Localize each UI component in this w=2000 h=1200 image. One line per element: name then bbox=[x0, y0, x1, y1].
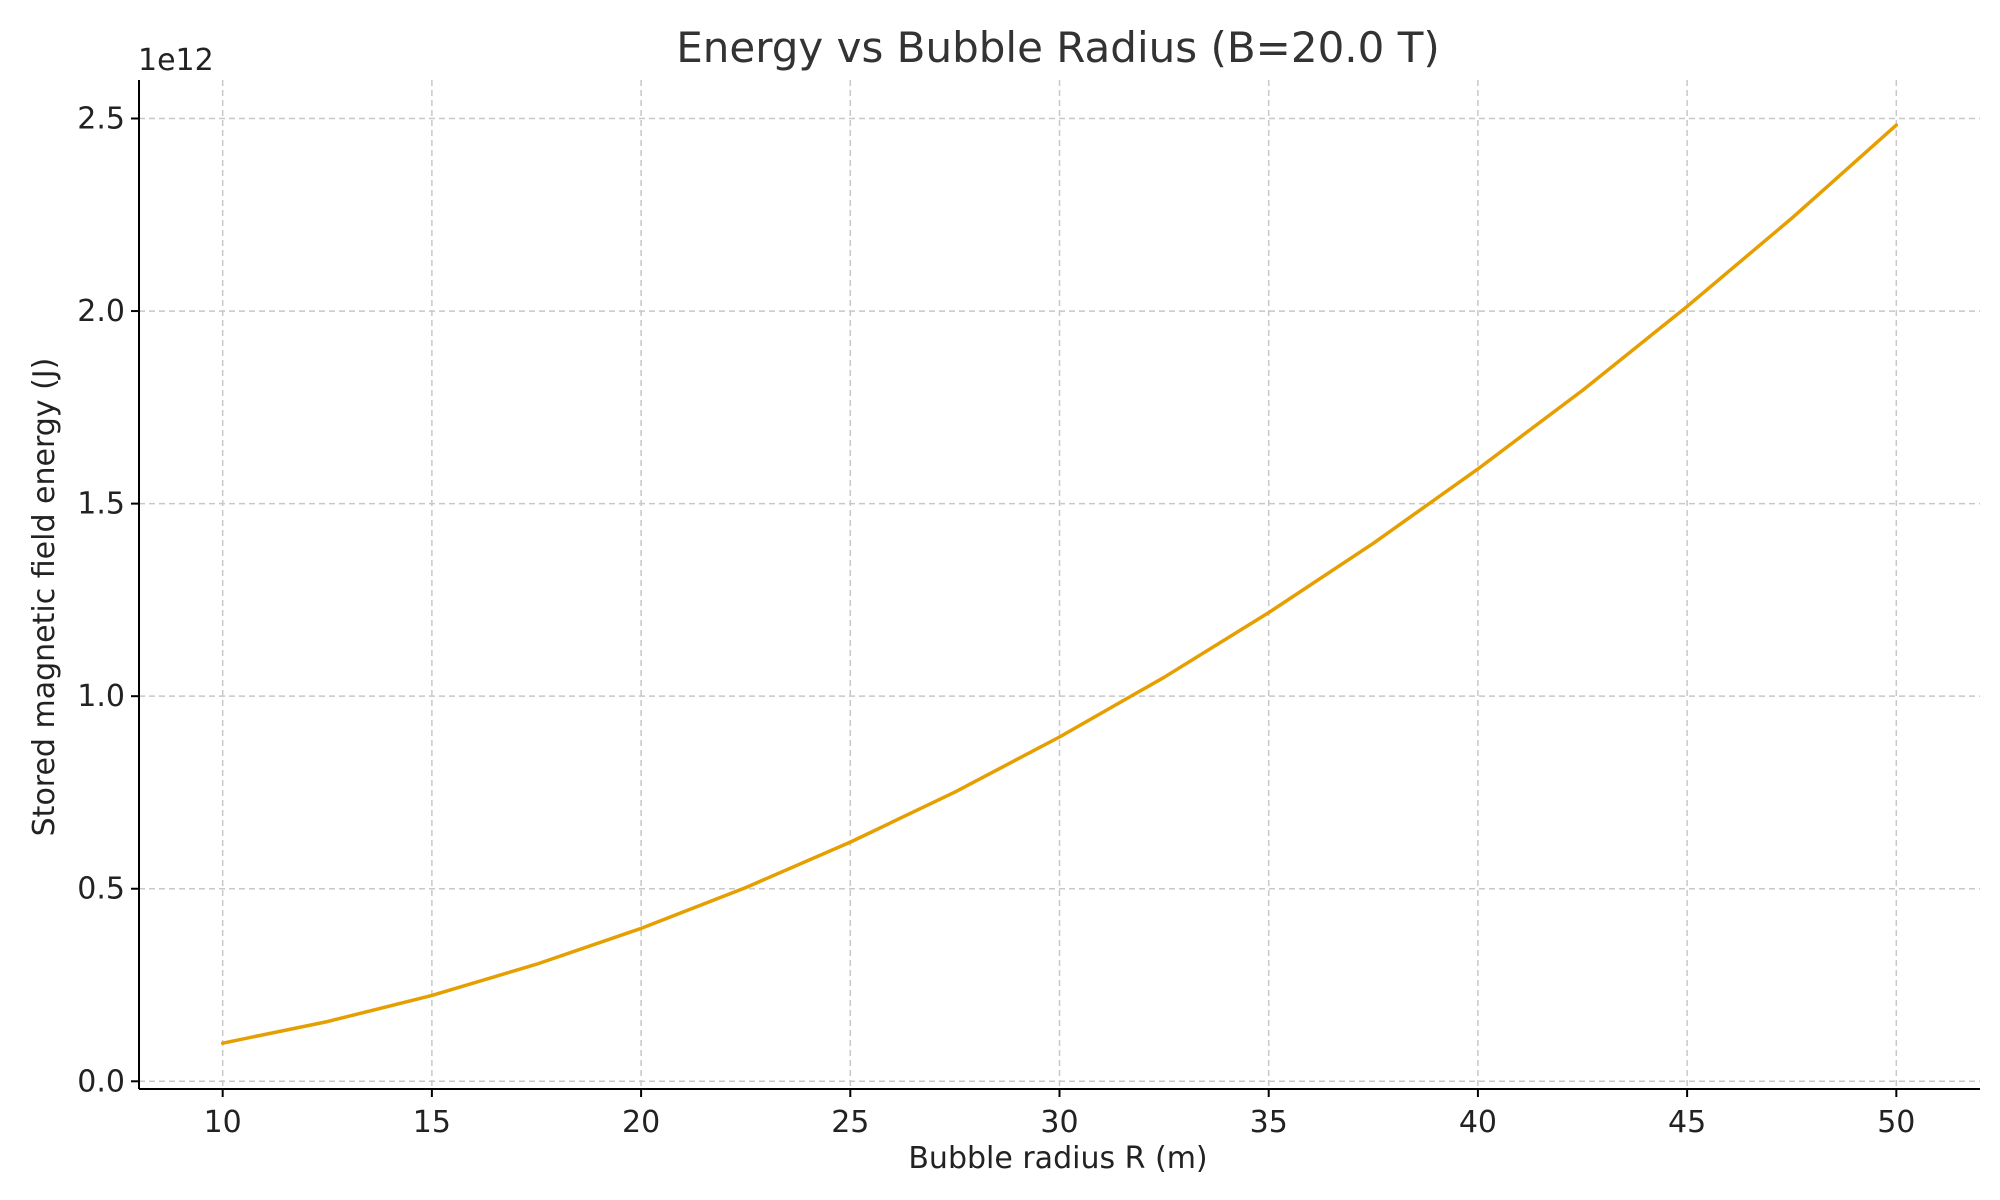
x-tick-label: 30 bbox=[1040, 1105, 1078, 1140]
y-axis-label: Stored magnetic field energy (J) bbox=[27, 358, 62, 837]
chart-title: Energy vs Bubble Radius (B=20.0 T) bbox=[676, 23, 1440, 72]
series-group bbox=[220, 123, 1899, 1045]
x-tick-label: 50 bbox=[1877, 1105, 1915, 1140]
y-ticks: 0.0 0.5 1.0 1.5 2.0 2.5 bbox=[77, 102, 139, 1099]
x-ticks: 10 15 20 25 30 35 40 45 50 bbox=[204, 1089, 1915, 1140]
x-tick-label: 10 bbox=[204, 1105, 242, 1140]
y-tick-label: 0.5 bbox=[77, 872, 125, 907]
y-tick-label: 1.0 bbox=[77, 679, 125, 714]
y-tick-label: 2.0 bbox=[77, 294, 125, 329]
x-tick-label: 25 bbox=[831, 1105, 869, 1140]
x-tick-label: 20 bbox=[622, 1105, 660, 1140]
x-axis-label: Bubble radius R (m) bbox=[908, 1141, 1207, 1176]
x-tick-label: 15 bbox=[413, 1105, 451, 1140]
x-tick-label: 45 bbox=[1668, 1105, 1706, 1140]
x-tick-label: 40 bbox=[1459, 1105, 1497, 1140]
y-tick-label: 1.5 bbox=[77, 487, 125, 522]
y-tick-label: 2.5 bbox=[77, 102, 125, 137]
y-tick-label: 0.0 bbox=[77, 1064, 125, 1099]
y-axis-offset-label: 1e12 bbox=[138, 43, 214, 78]
x-tick-label: 35 bbox=[1250, 1105, 1288, 1140]
series-line-0 bbox=[220, 123, 1899, 1045]
grid bbox=[139, 80, 1980, 1089]
